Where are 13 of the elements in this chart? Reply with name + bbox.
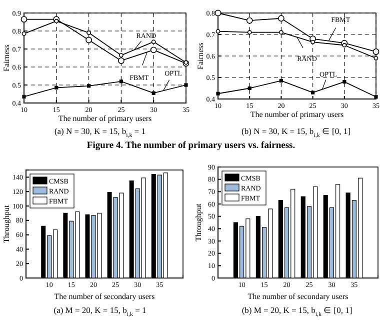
y-axis-title: Fairness: [2, 44, 11, 72]
caption: Figure 4. The number of primary users vs. fairness.: [86, 141, 296, 151]
text: (a) M = 20, K = 15, b$_{i,k}$ = 1: [54, 305, 146, 318]
y-axis-title: Throughput: [2, 204, 11, 243]
x-axis-title: The number of secondary users: [54, 292, 155, 301]
x-axis-title: The number of primary users: [58, 114, 152, 123]
text: (b) N = 30, K = 15, b$_{i,k}$ ∈ [0, 1]: [242, 126, 351, 139]
y-axis-title: Fairness: [196, 42, 205, 70]
text: (b) M = 20, K = 15, b$_{i,k}$ ∈ [0, 1]: [242, 305, 352, 318]
text: (a) N = 30, K = 15, b$_{i,k}$ = 1: [54, 126, 146, 139]
y-axis-title: Throughput: [194, 202, 203, 242]
x-axis-title: The number of primary users: [250, 110, 344, 119]
x-axis-title: The number of secondary users: [248, 292, 348, 301]
